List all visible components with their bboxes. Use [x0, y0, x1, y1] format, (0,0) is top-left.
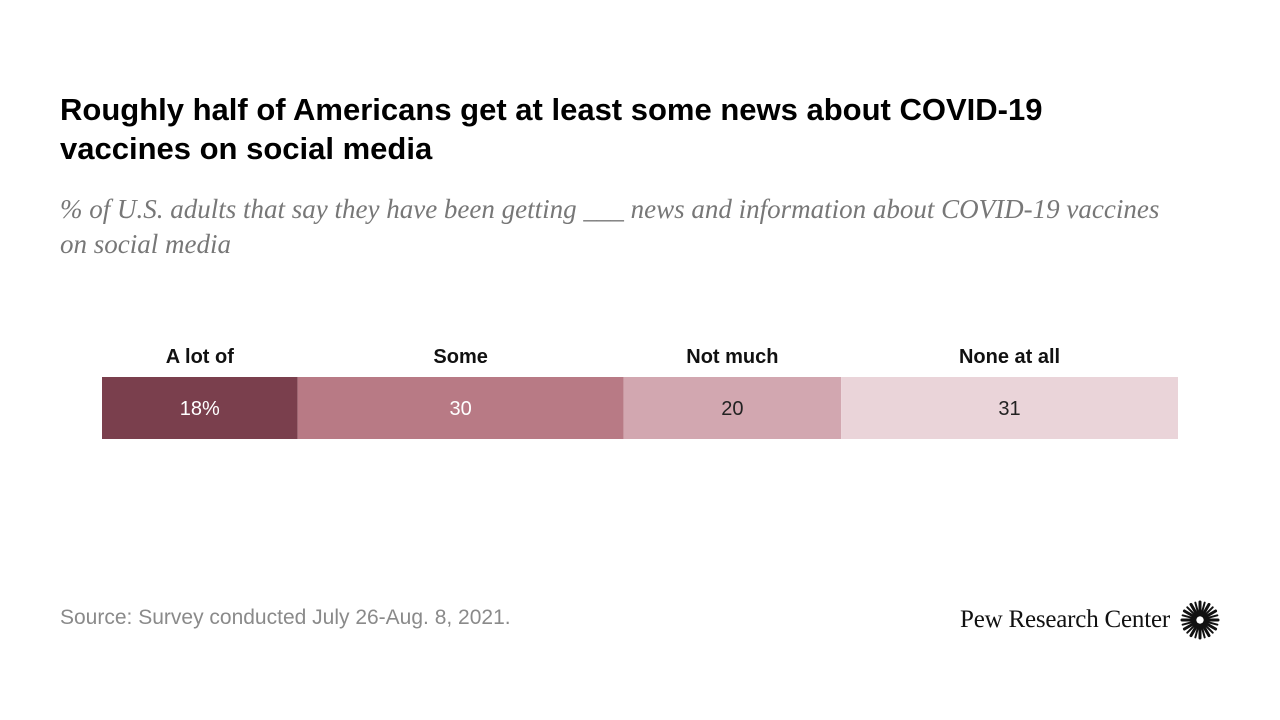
bar-segment-not-much [623, 377, 842, 439]
logo-text: Pew Research Center [959, 606, 1170, 633]
category-label-some: Some [433, 346, 487, 368]
category-label-not-much: Not much [686, 346, 778, 368]
chart-svg: A lot of 18% Some 30 Not much 20 None at all 31 [102, 346, 1178, 439]
category-label-none-at-all: None at all [959, 346, 1060, 368]
bar-segment-none-at-all [841, 377, 1178, 439]
chart-title: Roughly half of Americans get at least s… [60, 92, 1043, 166]
category-label-a-lot-of: A lot of [166, 346, 234, 368]
data-label-not-much: 20 [721, 398, 743, 420]
bar-segment-a-lot-of [102, 377, 298, 439]
stacked-bar-chart: A lot of 18% Some 30 Not much 20 None at all 31 [0, 330, 1280, 460]
data-label-a-lot-of: 18% [180, 398, 220, 420]
pew-logo: Pew Research Center [960, 600, 1220, 640]
data-label-some: 30 [450, 398, 472, 420]
bar-segment-some [297, 377, 624, 439]
data-label-none-at-all: 31 [998, 398, 1020, 420]
chart-subtitle: % of U.S. adults that say they have been… [60, 194, 1160, 259]
pew-sunburst-icon [1180, 600, 1220, 640]
source-note: Source: Survey conducted July 26-Aug. 8,… [60, 606, 511, 629]
